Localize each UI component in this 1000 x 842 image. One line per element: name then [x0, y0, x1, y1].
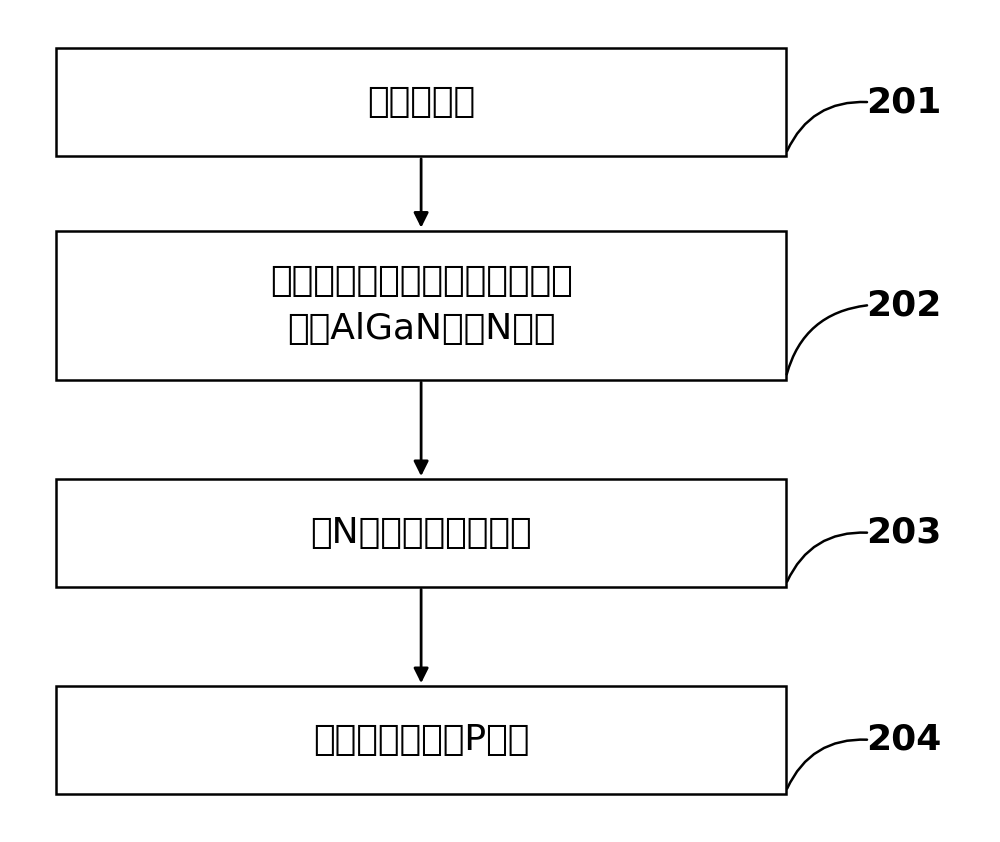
Text: 在有源层上生长P型层: 在有源层上生长P型层 — [313, 722, 529, 757]
Text: 204: 204 — [867, 722, 942, 757]
Text: 202: 202 — [867, 288, 942, 322]
FancyBboxPatch shape — [56, 686, 786, 794]
Text: 203: 203 — [867, 516, 942, 550]
Text: 在衡底上依次生长缓冲层、未掺
杂的AlGaN层和N型层: 在衡底上依次生长缓冲层、未掺 杂的AlGaN层和N型层 — [270, 264, 572, 346]
FancyBboxPatch shape — [56, 48, 786, 156]
FancyBboxPatch shape — [56, 479, 786, 587]
Text: 201: 201 — [867, 85, 942, 120]
Text: 在N型层上生长有源层: 在N型层上生长有源层 — [310, 516, 532, 550]
Text: 提供一衡底: 提供一衡底 — [367, 85, 475, 120]
FancyBboxPatch shape — [56, 231, 786, 380]
